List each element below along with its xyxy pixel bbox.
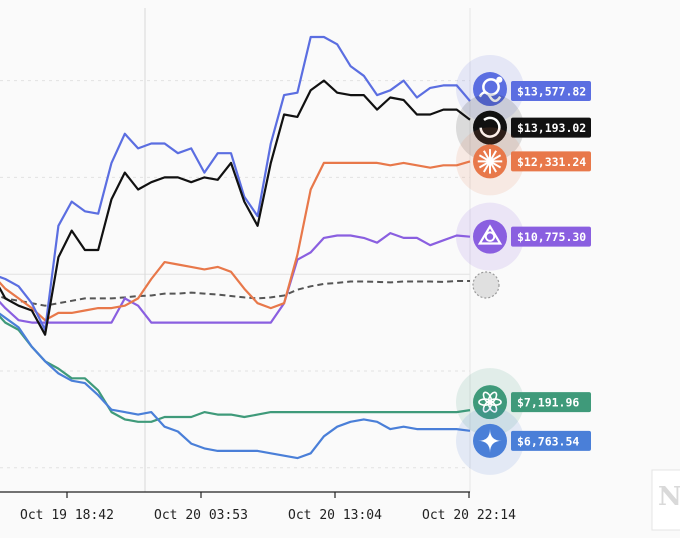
value-label-text: $13,193.02: [517, 121, 586, 135]
grid-lines: [0, 8, 471, 492]
series-line-blue-top: [0, 35, 471, 331]
series-line-orange: [0, 160, 471, 322]
x-tick-label: Oct 20 22:14: [422, 508, 516, 523]
value-label-green: $7,191.96: [511, 392, 591, 413]
x-tick-label: Oct 20 03:53: [154, 508, 248, 523]
end-marker-green: $7,191.96: [456, 368, 591, 437]
end-marker-blue-bottom: $6,763.54: [456, 406, 591, 475]
value-label-text: $6,763.54: [517, 434, 579, 448]
series-lines: [0, 35, 471, 460]
value-label-purple: $10,775.30: [511, 226, 591, 247]
watermark: N: [651, 469, 680, 531]
pilot-logo-icon: [473, 110, 507, 145]
end-marker-blue-top: $13,577.82: [456, 55, 591, 124]
dashed-series-marker: [472, 271, 500, 299]
end-marker-orange: $12,331.24: [456, 127, 591, 196]
value-label-text: $10,775.30: [517, 230, 586, 244]
burst-logo-icon: [473, 144, 507, 179]
x-axis: Oct 19 18:42 Oct 20 03:53 Oct 20 13:04 Oct …: [0, 491, 516, 523]
quasar-logo-icon: [473, 219, 507, 254]
series-line-green: [0, 315, 471, 423]
end-marker-purple: $10,775.30: [456, 202, 591, 271]
value-label-orange: $12,331.24: [511, 151, 591, 172]
octopus-logo-icon: [473, 72, 507, 107]
value-label-text: $13,577.82: [517, 85, 586, 99]
sparkle-logo-icon: [473, 423, 507, 458]
value-label-blue-top: $13,577.82: [511, 81, 591, 102]
series-line-blue-bottom: [0, 312, 471, 460]
x-tick-label: Oct 19 18:42: [20, 508, 114, 523]
end-marker-black: $13,193.02: [456, 93, 591, 162]
value-label-text: $12,331.24: [517, 155, 586, 169]
flower-logo-icon: [473, 385, 507, 420]
value-label-black: $13,193.02: [511, 117, 591, 138]
value-label-blue-bottom: $6,763.54: [511, 430, 591, 451]
watermark-text: N: [658, 482, 680, 512]
x-tick-label: Oct 20 13:04: [288, 508, 382, 523]
value-label-text: $7,191.96: [517, 396, 579, 410]
series-line-purple: [0, 232, 471, 324]
end-markers: $13,577.82 $13,193.02 $12,331.24 $10,775.30…: [456, 55, 591, 475]
series-line-dashed: [0, 280, 470, 307]
series-line-black: [0, 79, 471, 336]
